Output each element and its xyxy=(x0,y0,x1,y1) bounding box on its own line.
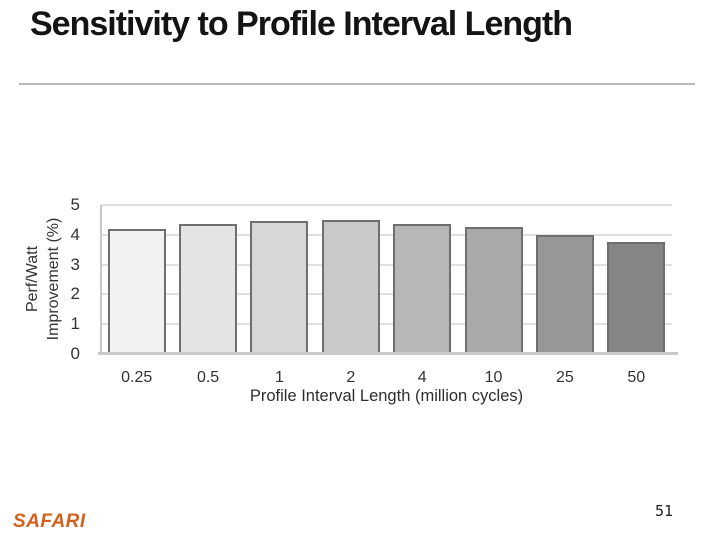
y-tick-label: 4 xyxy=(70,224,80,244)
x-tick-label: 4 xyxy=(417,369,427,386)
bar-2 xyxy=(321,219,380,354)
y-tick-label: 0 xyxy=(70,344,80,363)
gridline xyxy=(101,293,672,296)
bar-10 xyxy=(464,227,523,354)
x-axis-line xyxy=(98,352,678,355)
x-tick-label: 0.5 xyxy=(196,369,220,386)
bar-4 xyxy=(393,224,452,354)
page-number: 51 xyxy=(655,502,674,520)
gridline xyxy=(101,263,672,266)
gridline xyxy=(101,323,672,326)
bar-0.5 xyxy=(179,224,238,354)
x-tick-label: 10 xyxy=(484,369,503,386)
y-tick-label: 3 xyxy=(70,254,80,274)
x-tick-label: 2 xyxy=(346,369,356,386)
safari-logo: SAFARI xyxy=(13,511,86,532)
x-axis-title: Profile Interval Length (million cycles) xyxy=(249,387,524,405)
gridline xyxy=(101,233,672,236)
page-title: Sensitivity to Profile Interval Length xyxy=(30,5,573,43)
bar-25 xyxy=(535,234,594,354)
x-tick-label: 0.25 xyxy=(121,369,153,386)
y-axis-line xyxy=(100,205,102,354)
title-underline xyxy=(19,83,695,85)
y-tick-label: 1 xyxy=(70,314,80,334)
x-tick-label: 25 xyxy=(556,369,574,386)
bar-1 xyxy=(250,221,309,354)
bar-0.25 xyxy=(107,228,166,354)
y-tick-label: 2 xyxy=(70,284,80,304)
y-tick-label: 5 xyxy=(70,195,80,214)
bar-50 xyxy=(607,242,666,354)
gridline xyxy=(101,204,672,206)
x-tick-label: 1 xyxy=(274,369,284,386)
x-tick-label: 50 xyxy=(627,369,646,386)
